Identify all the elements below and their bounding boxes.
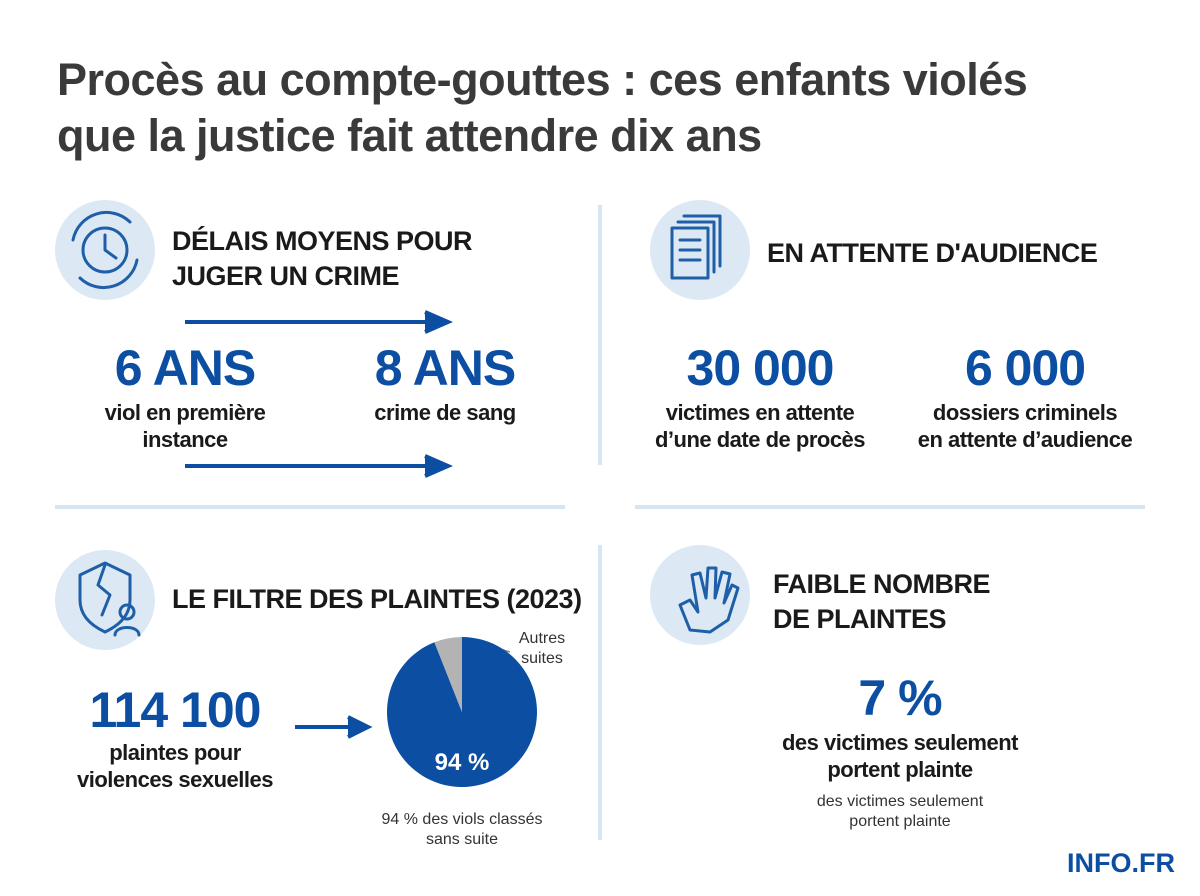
stat-label: des victimes seulement xyxy=(782,730,1019,755)
arrow xyxy=(185,310,454,334)
title: que la justice fait attendre dix ans xyxy=(57,110,762,161)
stat-value: 6 ANS xyxy=(115,340,255,396)
arrow xyxy=(185,454,454,478)
arrow xyxy=(295,715,373,739)
dividers xyxy=(55,205,1145,840)
shield-icon xyxy=(78,561,132,634)
clock-icon xyxy=(81,226,129,274)
stat-label: instance xyxy=(142,427,228,452)
section-heading: FAIBLE NOMBRE xyxy=(773,569,990,599)
note: des victimes seulement xyxy=(817,793,984,810)
stat-value: 6 000 xyxy=(965,340,1085,396)
pie-slice xyxy=(387,637,538,788)
files-icon xyxy=(670,214,722,280)
person-icon xyxy=(113,626,141,637)
stat-label: portent plainte xyxy=(827,757,973,782)
arrows xyxy=(185,310,454,739)
pie-slice xyxy=(434,637,462,712)
stat-value: 114 100 xyxy=(90,682,261,738)
stat-label: violences sexuelles xyxy=(77,767,273,792)
stat-value: 8 ANS xyxy=(375,340,515,396)
brand: INFO.FR xyxy=(1067,848,1175,878)
stat-label: en attente d’audience xyxy=(918,427,1133,452)
note: portent plainte xyxy=(849,813,951,830)
pie-caption: sans suite xyxy=(426,831,498,848)
stat-label: victimes en attente xyxy=(666,400,855,425)
icons xyxy=(55,200,750,650)
stat-label: plaintes pour xyxy=(109,740,242,765)
value-label: 94 % xyxy=(435,749,490,776)
section-heading: DÉLAIS MOYENS POUR xyxy=(172,225,472,256)
stat-label: dossiers criminels xyxy=(933,400,1117,425)
hand-icon xyxy=(678,566,740,634)
section-heading: JUGER UN CRIME xyxy=(172,261,399,291)
section-heading: LE FILTRE DES PLAINTES (2023) xyxy=(172,584,582,614)
stat-label: d’une date de procès xyxy=(655,427,865,452)
stat-label: crime de sang xyxy=(374,400,515,425)
slice-label: Autres suites xyxy=(519,630,565,667)
stat-value: 7 % xyxy=(858,670,942,726)
stat-value: 30 000 xyxy=(687,340,834,396)
pie-caption: 94 % des viols classés xyxy=(382,811,543,828)
section-heading: DE PLAINTES xyxy=(773,604,946,634)
clock-arrows xyxy=(71,210,139,290)
stat-label: viol en première xyxy=(105,400,266,425)
person-icon xyxy=(118,603,136,621)
section-heading: EN ATTENTE D'AUDIENCE xyxy=(767,238,1097,268)
title: Procès au compte-gouttes : ces enfants v… xyxy=(57,54,1027,105)
icon-bg xyxy=(650,545,750,645)
